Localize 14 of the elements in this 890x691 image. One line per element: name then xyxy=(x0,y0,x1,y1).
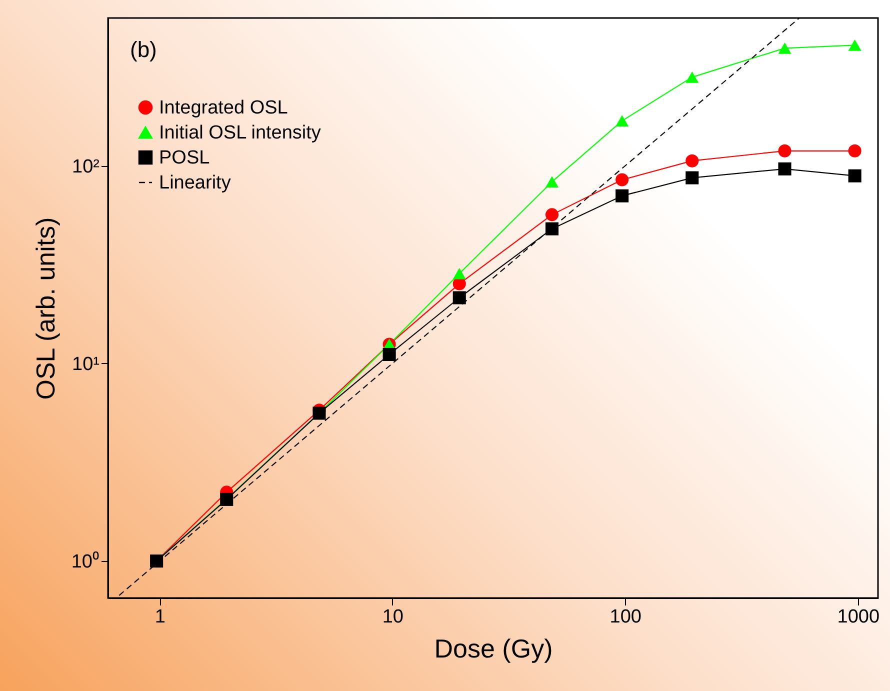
x-tick-label: 1000 xyxy=(837,606,880,628)
x-tick-label: 1 xyxy=(154,606,166,628)
legend-label: Integrated OSL xyxy=(159,98,288,118)
legend-label: POSL xyxy=(159,148,210,168)
x-tick-label: 10 xyxy=(382,606,404,628)
y-tick-label: 10¹ xyxy=(72,354,100,375)
x-tick-label: 100 xyxy=(610,606,642,628)
text: (b) xyxy=(130,37,157,62)
x-axis-title: Dose (Gy) xyxy=(434,634,553,664)
y-tick-label: 10⁰ xyxy=(71,550,100,573)
legend-label: Initial OSL intensity xyxy=(159,122,322,144)
legend-label: Linearity xyxy=(159,172,232,194)
y-tick-label: 10² xyxy=(72,156,100,178)
y-axis-title: OSL (arb. units) xyxy=(30,217,60,400)
